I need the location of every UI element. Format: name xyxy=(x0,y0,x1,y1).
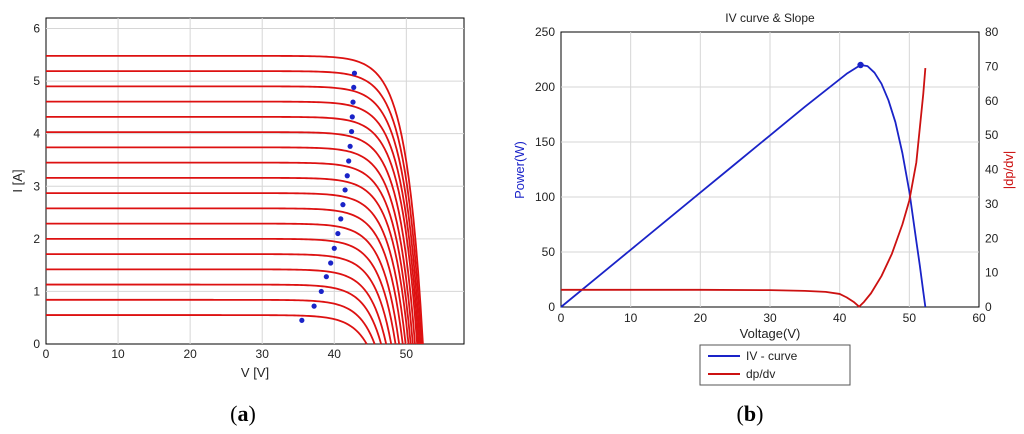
mpp-marker xyxy=(350,99,356,105)
iv-curve-line xyxy=(46,115,419,345)
y-tick-label: 6 xyxy=(33,22,40,36)
right-y-tick-label: 30 xyxy=(985,197,999,211)
mpp-marker xyxy=(331,245,337,251)
mpp-marker xyxy=(351,70,358,76)
series-line xyxy=(560,64,927,308)
panel-b-curves xyxy=(560,61,927,308)
mpp-marker xyxy=(351,84,357,91)
x-tick-label: 50 xyxy=(400,347,414,361)
mpp-marker xyxy=(338,216,344,222)
x-tick-label: 20 xyxy=(694,311,708,325)
iv-curve-line xyxy=(46,176,410,345)
mpp-marker xyxy=(344,173,350,179)
iv-curve-line xyxy=(46,161,412,345)
panel-a-x-label: V [V] xyxy=(241,365,269,380)
iv-curve-line xyxy=(46,146,414,345)
x-tick-label: 30 xyxy=(763,311,777,325)
panel-b-right-y-label: |dp/dv| xyxy=(1001,151,1016,190)
panel-a-y-ticks: 0 1 2 3 4 5 6 xyxy=(33,22,40,351)
panel-a-caption: (a) xyxy=(230,401,256,426)
mpp-marker xyxy=(346,158,352,164)
x-tick-label: 0 xyxy=(558,311,565,325)
x-tick-label: 50 xyxy=(903,311,917,325)
panel-b-x-ticks: 0 10 20 30 40 50 60 xyxy=(558,311,986,325)
iv-curve-line xyxy=(46,283,382,345)
y-tick-label: 5 xyxy=(33,74,40,88)
legend-label-iv-curve: IV - curve xyxy=(746,349,798,363)
iv-curve-line xyxy=(46,268,388,345)
right-y-tick-label: 40 xyxy=(985,163,999,177)
iv-curve-line xyxy=(46,222,401,345)
x-tick-label: 30 xyxy=(256,347,270,361)
panel-b-caption: (b) xyxy=(737,401,764,426)
iv-curve-line xyxy=(46,314,368,345)
mpp-marker xyxy=(335,230,341,237)
right-y-tick-label: 70 xyxy=(985,59,999,73)
right-y-tick-label: 20 xyxy=(985,231,999,245)
mpp-marker xyxy=(342,187,348,193)
x-tick-label: 0 xyxy=(43,347,50,361)
iv-curve-line xyxy=(46,298,376,345)
mpp-marker xyxy=(347,143,353,149)
right-y-tick-label: 0 xyxy=(985,300,992,314)
panel-b-left-y-label: Power(W) xyxy=(512,141,527,199)
right-y-tick-label: 80 xyxy=(985,25,999,39)
left-y-tick-label: 0 xyxy=(548,300,555,314)
x-tick-label: 60 xyxy=(972,311,986,325)
left-y-tick-label: 200 xyxy=(535,80,555,94)
left-y-tick-label: 100 xyxy=(535,190,555,204)
mpp-marker xyxy=(323,274,329,280)
y-tick-label: 1 xyxy=(33,284,40,298)
panel-a-curves xyxy=(46,54,424,345)
legend-box xyxy=(699,344,851,386)
panel-b-right-y-ticks: 0 10 20 30 40 50 60 70 80 xyxy=(985,25,999,314)
iv-curve-line xyxy=(46,54,424,345)
legend-label-dpdv: dp/dv xyxy=(746,367,775,381)
left-y-tick-label: 50 xyxy=(542,245,556,259)
iv-curve-line xyxy=(46,85,421,345)
panel-a-mpp-markers xyxy=(299,70,358,323)
y-tick-label: 3 xyxy=(33,179,40,193)
x-tick-label: 40 xyxy=(833,311,847,325)
left-y-tick-label: 150 xyxy=(535,135,555,149)
panel-b-title: IV curve & Slope xyxy=(725,11,815,25)
right-y-tick-label: 50 xyxy=(985,128,999,142)
mpp-marker xyxy=(349,114,355,120)
x-tick-label: 40 xyxy=(328,347,342,361)
series-line xyxy=(561,68,927,308)
mpp-marker xyxy=(318,288,324,295)
panel-b-x-label: Voltage(V) xyxy=(740,326,801,341)
panel-b-left-y-ticks: 0 50 100 150 200 250 xyxy=(535,25,555,314)
y-tick-label: 4 xyxy=(33,127,40,141)
iv-curve-line xyxy=(46,70,423,345)
mpp-marker xyxy=(340,202,346,208)
right-y-tick-label: 10 xyxy=(985,266,999,280)
iv-curve-line xyxy=(46,192,407,345)
iv-curve-line xyxy=(46,237,397,345)
panel-a-chart: 0 10 20 30 40 50 0 1 2 3 4 5 6 V [V] I [A] (a) xyxy=(10,17,465,426)
panel-a-y-label: I [A] xyxy=(10,169,25,192)
panel-b-chart: 0 10 20 30 40 50 60 0 50 100 150 200 250 0 10 20 30 40 5… xyxy=(512,11,1016,426)
iv-curve-line xyxy=(46,207,404,345)
y-tick-label: 2 xyxy=(33,232,40,246)
mpp-marker xyxy=(299,317,305,323)
right-y-tick-label: 60 xyxy=(985,94,999,108)
iv-curve-line xyxy=(46,100,420,345)
x-tick-label: 20 xyxy=(183,347,197,361)
panel-a-plot-area xyxy=(45,17,465,345)
x-tick-label: 10 xyxy=(111,347,125,361)
panel-b-legend: IV - curve dp/dv xyxy=(699,344,851,386)
iv-curve-line xyxy=(46,253,393,345)
panel-a-x-ticks: 0 10 20 30 40 50 xyxy=(43,347,414,361)
y-tick-label: 0 xyxy=(33,337,40,351)
left-y-tick-label: 250 xyxy=(535,25,555,39)
mpp-marker xyxy=(348,128,355,135)
iv-curve-line xyxy=(46,131,416,345)
x-tick-label: 10 xyxy=(624,311,638,325)
max-power-point-marker xyxy=(857,61,864,69)
mpp-marker xyxy=(311,303,317,309)
mpp-marker xyxy=(328,260,334,266)
